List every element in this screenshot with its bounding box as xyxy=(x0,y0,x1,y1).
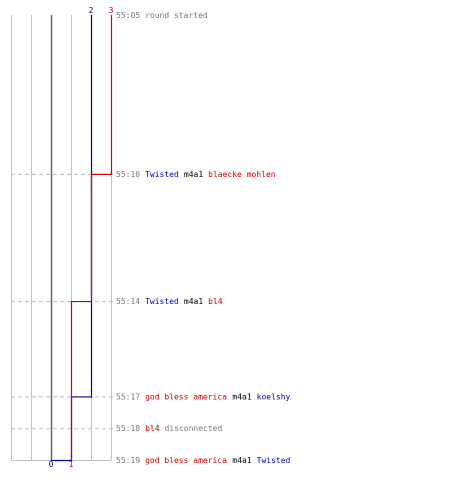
event-row: 55:18 bl4 disconnected xyxy=(116,424,222,433)
event-text-part: blaecke mohlen xyxy=(208,170,276,179)
event-text-part: m4a1 xyxy=(232,456,251,465)
event-time: 55:05 xyxy=(116,11,140,20)
red-team-start-count: 3 xyxy=(109,6,114,15)
event-row: 55:10 Twisted m4a1 blaecke mohlen xyxy=(116,170,276,179)
event-log: 55:05 round started 55:10 Twisted m4a1 blaeck… xyxy=(116,11,291,465)
event-text-part: m4a1 xyxy=(184,297,203,306)
blue-team-start-count: 2 xyxy=(89,6,94,15)
event-text-part: bl4 xyxy=(145,424,160,433)
event-text-part: god bless america xyxy=(145,456,227,465)
event-time: 55:14 xyxy=(116,297,140,306)
event-time: 55:18 xyxy=(116,424,140,433)
event-time: 55:10 xyxy=(116,170,140,179)
event-text-part: disconnected xyxy=(165,424,223,433)
red-team-step-line xyxy=(70,15,113,460)
event-time: 55:19 xyxy=(116,456,140,465)
series-layer xyxy=(50,15,113,462)
blue-team-end-count: 0 xyxy=(49,460,54,469)
event-row: 55:19 god bless america m4a1 Twisted xyxy=(116,456,291,465)
event-text-part: round started xyxy=(145,11,208,20)
grid-layer xyxy=(11,15,112,461)
event-text-part: Twisted xyxy=(145,170,179,179)
event-row: 55:17 god bless america m4a1 koelshy xyxy=(116,392,291,401)
event-text-part: m4a1 xyxy=(184,170,203,179)
event-guide-layer xyxy=(11,173,113,430)
event-text-part: bl4 xyxy=(208,297,223,306)
event-text-part: god bless america xyxy=(145,392,227,401)
red-team-end-count: 1 xyxy=(69,460,74,469)
event-row: 55:05 round started xyxy=(116,11,208,20)
event-row: 55:14 Twisted m4a1 bl4 xyxy=(116,297,223,306)
event-text-part: koelshy xyxy=(257,392,291,401)
event-text-part: Twisted xyxy=(145,297,179,306)
event-time: 55:17 xyxy=(116,392,140,401)
event-text-part: m4a1 xyxy=(232,392,251,401)
event-text-part: Twisted xyxy=(257,456,291,465)
